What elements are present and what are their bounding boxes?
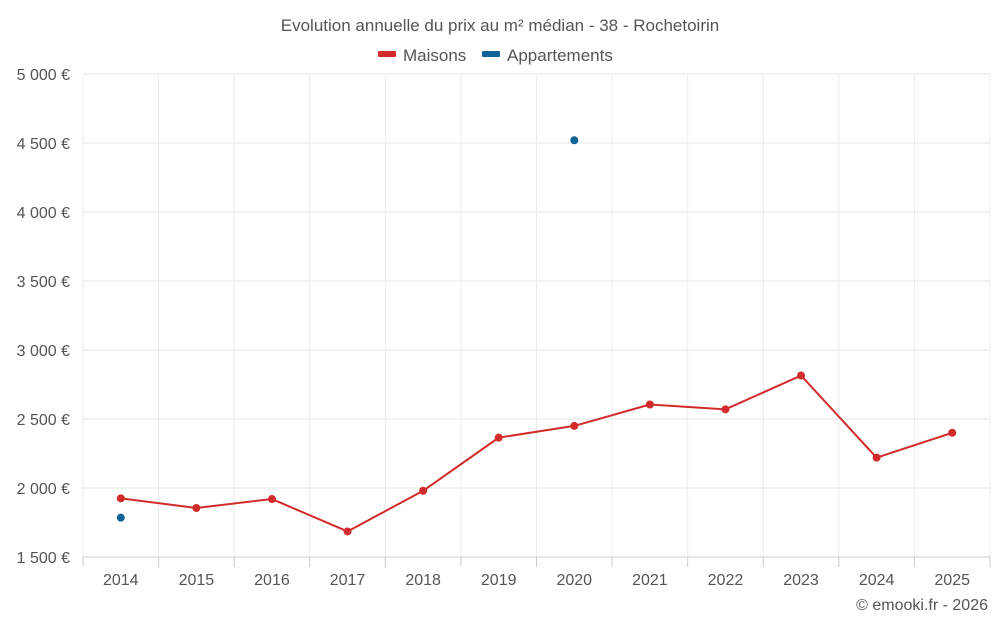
legend-label-appartements: Appartements [507, 46, 613, 65]
data-point [570, 421, 579, 430]
legend: Maisons Appartements [378, 46, 613, 65]
legend-swatch-appartements [482, 51, 500, 57]
data-point [116, 494, 125, 503]
data-point [948, 428, 957, 437]
x-tick-label: 2015 [179, 572, 215, 589]
data-point [419, 486, 428, 495]
data-point [721, 405, 730, 414]
y-tick-label: 5 000 € [17, 67, 70, 84]
data-point [267, 495, 276, 504]
y-tick-label: 3 000 € [17, 343, 70, 360]
chart-title: Evolution annuelle du prix au m² médian … [281, 16, 719, 35]
x-tick-label: 2024 [859, 572, 895, 589]
x-tick-label: 2025 [934, 572, 970, 589]
y-tick-label: 2 000 € [17, 481, 70, 498]
data-point [645, 400, 654, 409]
x-tick-label: 2014 [103, 572, 139, 589]
credit-text: © emooki.fr - 2026 [856, 597, 988, 614]
x-tick-label: 2016 [254, 572, 290, 589]
x-tick-label: 2022 [708, 572, 744, 589]
series-maisons [116, 371, 957, 536]
data-point [570, 136, 579, 145]
x-tick-label: 2019 [481, 572, 517, 589]
legend-label-maisons: Maisons [403, 46, 466, 65]
data-point [343, 527, 352, 536]
y-tick-label: 4 500 € [17, 136, 70, 153]
series-line [120, 374, 953, 533]
data-point [494, 433, 503, 442]
series-layer [116, 136, 957, 536]
y-tick-label: 1 500 € [17, 550, 70, 567]
y-tick-label: 3 500 € [17, 274, 70, 291]
grid [82, 73, 991, 557]
x-axis: 2014 2015 2016 2017 2018 2019 2020 2021 2022 2023… [82, 556, 991, 589]
y-tick-label: 4 000 € [17, 205, 70, 222]
y-axis: 1 500 € 2 000 € 2 500 € 3 000 € 3 500 € 4 000… [17, 67, 70, 567]
x-tick-label: 2023 [783, 572, 819, 589]
x-tick-label: 2018 [405, 572, 441, 589]
x-tick-label: 2017 [330, 572, 366, 589]
data-point [797, 371, 806, 380]
legend-swatch-maisons [378, 51, 396, 57]
x-tick-label: 2020 [556, 572, 592, 589]
y-tick-label: 2 500 € [17, 412, 70, 429]
data-point [116, 513, 125, 522]
data-point [192, 504, 201, 513]
x-tick-label: 2021 [632, 572, 668, 589]
data-point [872, 453, 881, 462]
series-appartements [116, 136, 579, 522]
